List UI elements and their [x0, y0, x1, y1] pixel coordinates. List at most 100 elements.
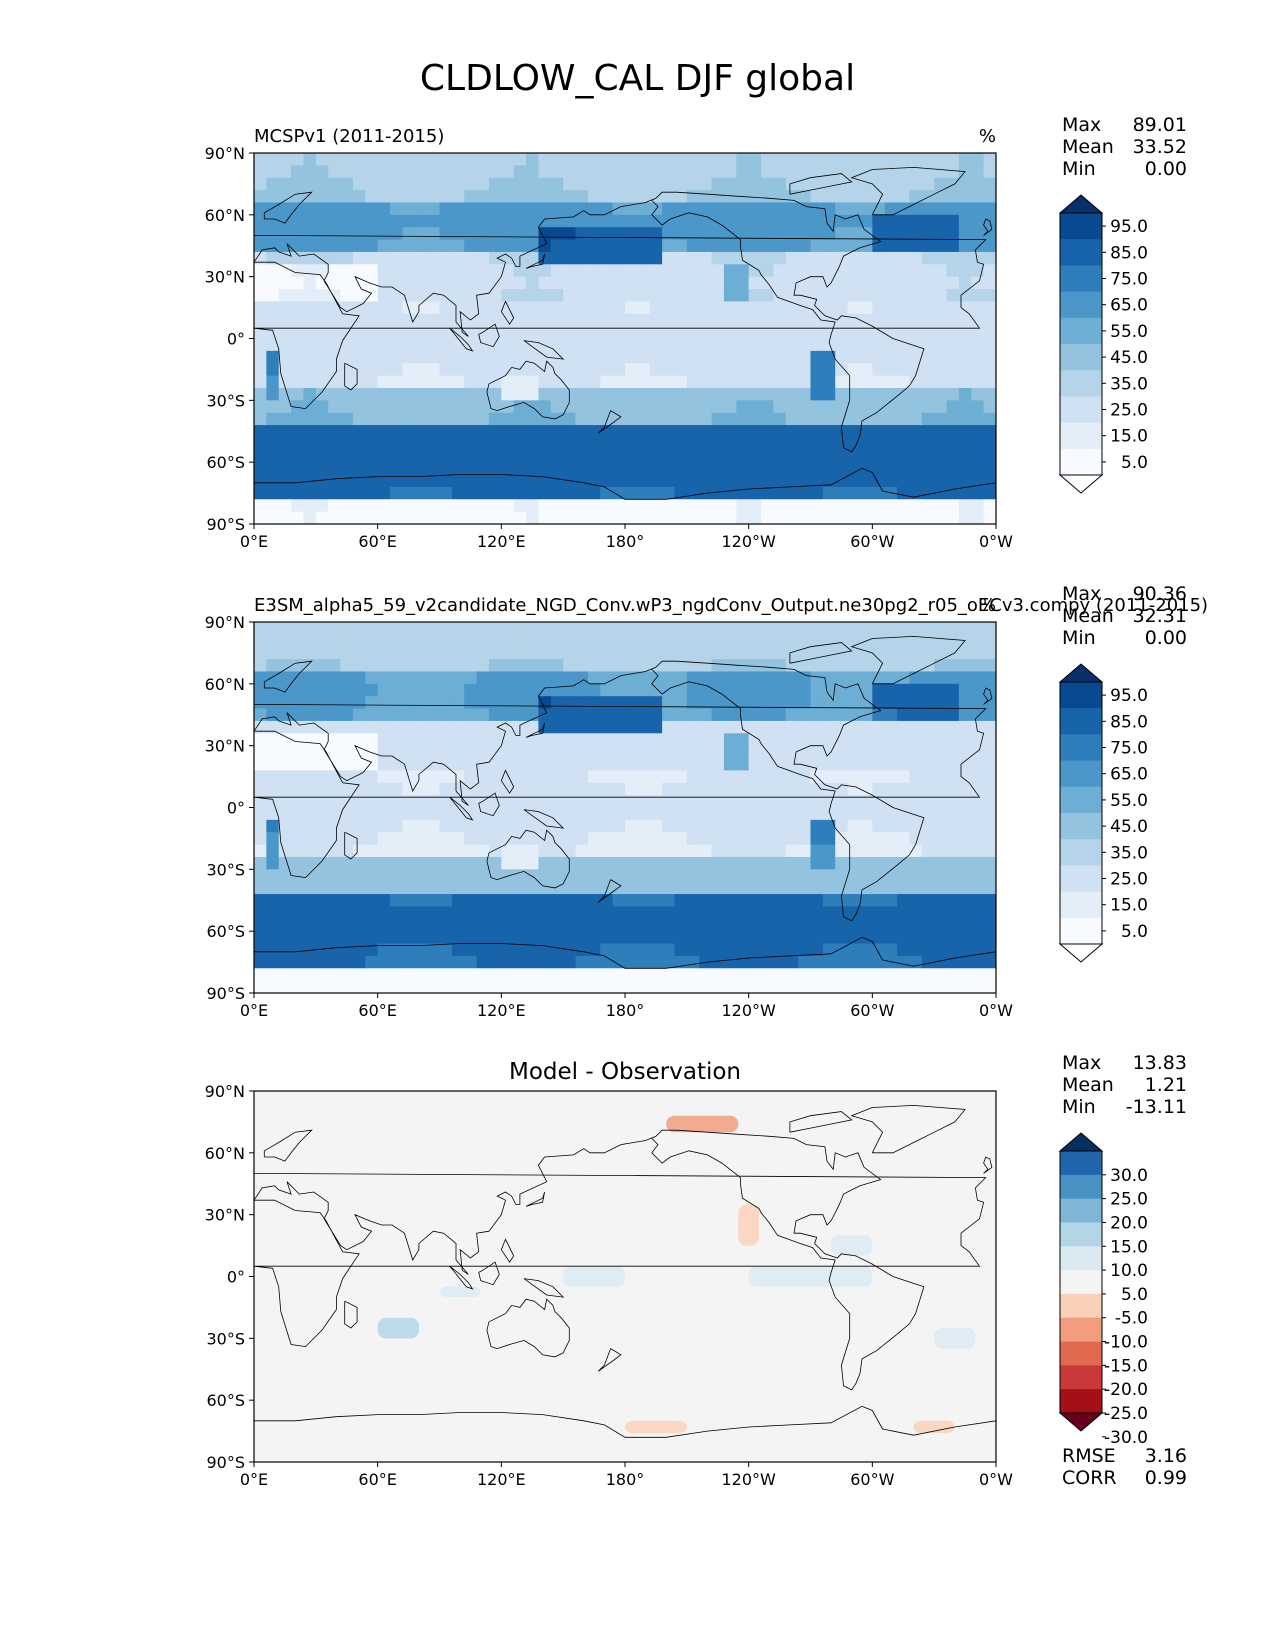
field-cell — [699, 931, 713, 945]
field-cell — [835, 338, 849, 352]
field-cell — [451, 387, 465, 401]
field-cell — [946, 350, 960, 364]
field-cell — [723, 795, 737, 809]
field-cell — [340, 832, 354, 846]
field-cell — [637, 449, 651, 463]
field-cell — [402, 338, 416, 352]
field-cell — [315, 511, 329, 524]
field-cell — [513, 918, 527, 932]
field-cell — [736, 289, 750, 302]
stat-value: -13.11 — [1126, 1096, 1187, 1118]
field-cell — [513, 659, 527, 673]
field-cell — [934, 807, 948, 821]
field-cell — [625, 832, 638, 846]
field-cell — [377, 770, 391, 784]
field-cell — [390, 894, 403, 908]
field-cell — [859, 856, 873, 870]
field-cell — [971, 856, 985, 870]
field-cell — [266, 165, 280, 179]
field-cell — [600, 881, 614, 895]
field-cell — [859, 462, 873, 476]
field-cell — [315, 955, 329, 969]
field-cell — [402, 276, 416, 290]
field-cell — [625, 733, 638, 747]
field-cell — [761, 202, 774, 216]
field-cell — [909, 301, 923, 315]
field-cell — [365, 153, 379, 166]
field-cell — [723, 931, 737, 945]
field-cell — [884, 165, 898, 179]
field-cell — [649, 683, 663, 697]
field-cell — [872, 980, 886, 993]
field-cell — [835, 832, 849, 846]
field-cell — [340, 646, 354, 660]
field-cell — [884, 881, 898, 895]
field-cell — [971, 462, 985, 476]
field-cell — [254, 671, 267, 685]
field-cell — [587, 462, 601, 476]
field-cell — [847, 227, 861, 241]
field-cell — [711, 980, 725, 993]
field-cell — [550, 770, 564, 784]
field-cell — [934, 227, 948, 241]
field-cell — [761, 301, 774, 315]
field-cell — [835, 190, 849, 204]
field-cell — [897, 474, 911, 488]
field-cell — [810, 177, 824, 191]
field-cell — [835, 449, 849, 463]
field-cell — [254, 387, 267, 401]
field-cell — [513, 202, 527, 216]
field-cell — [414, 671, 428, 685]
field-cell — [674, 313, 688, 327]
field-cell — [798, 202, 812, 216]
field-cell — [872, 906, 886, 920]
field-cell — [328, 511, 342, 524]
field-cell — [303, 869, 317, 883]
field-cell — [983, 795, 996, 809]
field-cell — [513, 511, 527, 524]
field-cell — [365, 499, 379, 513]
field-cell — [612, 289, 626, 302]
field-cell — [550, 943, 564, 957]
field-cell — [439, 153, 453, 166]
field-cell — [699, 622, 713, 635]
field-cell — [513, 486, 527, 500]
field-cell — [550, 511, 564, 524]
field-cell — [835, 869, 849, 883]
field-cell — [847, 733, 861, 747]
field-cell — [563, 955, 577, 969]
field-cell — [612, 844, 626, 858]
x-tick-label: 60°E — [358, 1001, 396, 1020]
field-cell — [625, 745, 638, 759]
field-cell — [587, 622, 601, 635]
field-cell — [897, 313, 911, 327]
field-cell — [822, 696, 836, 710]
field-cell — [847, 918, 861, 932]
field-cell — [513, 646, 527, 660]
y-tick-label: 30°S — [206, 860, 245, 879]
field-cell — [662, 214, 676, 228]
y-tick-label: 0° — [227, 1268, 245, 1287]
field-cell — [859, 770, 873, 784]
field-cell — [798, 412, 812, 426]
field-cell — [983, 918, 996, 932]
field-cell — [773, 177, 787, 191]
field-cell — [785, 622, 799, 635]
field-cell — [501, 486, 515, 500]
field-cell — [946, 153, 960, 166]
field-cell — [958, 511, 972, 524]
field-cell — [476, 980, 490, 993]
field-cell — [897, 696, 911, 710]
field-cell — [958, 943, 972, 957]
field-cell — [736, 165, 750, 179]
field-cell — [798, 683, 812, 697]
field-cell — [451, 214, 465, 228]
field-cell — [625, 906, 638, 920]
field-cell — [291, 375, 305, 389]
field-cell — [390, 844, 403, 858]
colorbar-tick-label: -25.0 — [1104, 1404, 1148, 1424]
field-cell — [921, 425, 935, 439]
field-cell — [563, 918, 577, 932]
field-cell — [686, 511, 700, 524]
field-cell — [427, 350, 441, 364]
